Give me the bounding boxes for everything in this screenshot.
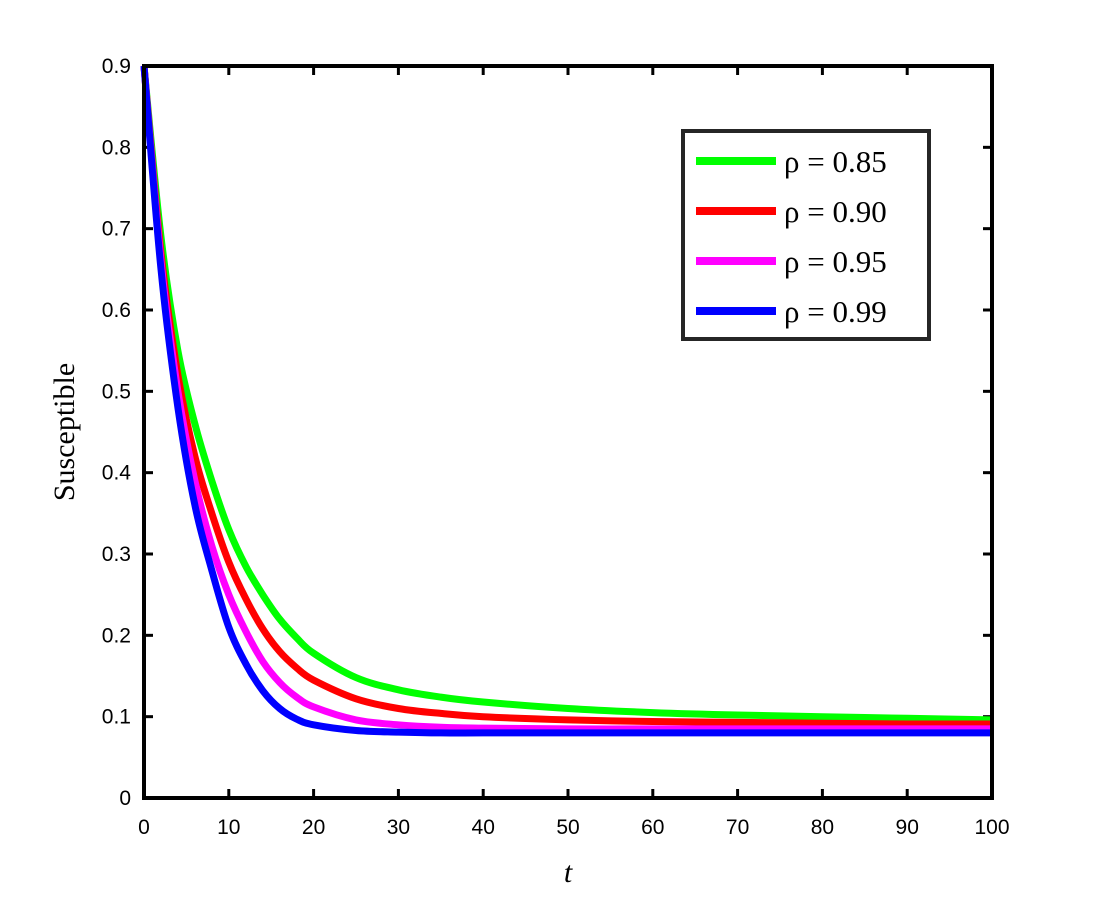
legend-label-3: ρ = 0.95 bbox=[784, 244, 887, 279]
x-tick-label: 40 bbox=[472, 816, 495, 839]
x-axis-label: t bbox=[564, 856, 573, 889]
plot-frame bbox=[142, 64, 994, 800]
legend-label-4: ρ = 0.99 bbox=[784, 294, 887, 329]
x-tick-label: 30 bbox=[387, 816, 410, 839]
x-tick-label: 20 bbox=[302, 816, 325, 839]
y-axis-label: Susceptible bbox=[48, 363, 81, 501]
x-tick-label: 60 bbox=[641, 816, 664, 839]
x-tick-label: 10 bbox=[217, 816, 240, 839]
series-lines bbox=[140, 65, 993, 737]
y-tick-label: 0.4 bbox=[102, 462, 132, 485]
y-tick-label: 0.6 bbox=[102, 299, 131, 322]
legend-label-1: ρ = 0.85 bbox=[784, 144, 887, 179]
y-tick-label: 0.2 bbox=[102, 624, 131, 647]
x-tick-label: 50 bbox=[556, 816, 579, 839]
series-line-3 bbox=[140, 65, 992, 733]
y-tick-label: 0.3 bbox=[102, 543, 131, 566]
tick-labels: 0 10 20 30 40 50 60 70 80 90 100 0 0.1 0.2 0.3 0.4 0.5 0.… bbox=[102, 55, 1010, 839]
series-line-1 bbox=[140, 65, 993, 724]
x-tick-label: 80 bbox=[811, 816, 834, 839]
y-tick-label: 0.9 bbox=[102, 55, 131, 78]
series-line-2 bbox=[140, 65, 993, 728]
x-tick-label: 70 bbox=[726, 816, 749, 839]
legend-label-2: ρ = 0.90 bbox=[784, 194, 887, 229]
y-tick-label: 0.5 bbox=[102, 380, 131, 403]
y-tick-label: 0 bbox=[119, 787, 131, 810]
series-line-4 bbox=[140, 65, 992, 737]
x-tick-label: 90 bbox=[896, 816, 919, 839]
legend-box bbox=[681, 129, 931, 341]
legend: ρ = 0.85 ρ = 0.90 ρ = 0.95 ρ = 0.99 bbox=[681, 129, 931, 341]
y-tick-label: 0.7 bbox=[102, 218, 131, 241]
x-tick-label: 0 bbox=[138, 816, 150, 839]
x-tick-label: 100 bbox=[974, 816, 1009, 839]
y-tick-label: 0.8 bbox=[102, 136, 131, 159]
y-tick-label: 0.1 bbox=[102, 706, 131, 729]
